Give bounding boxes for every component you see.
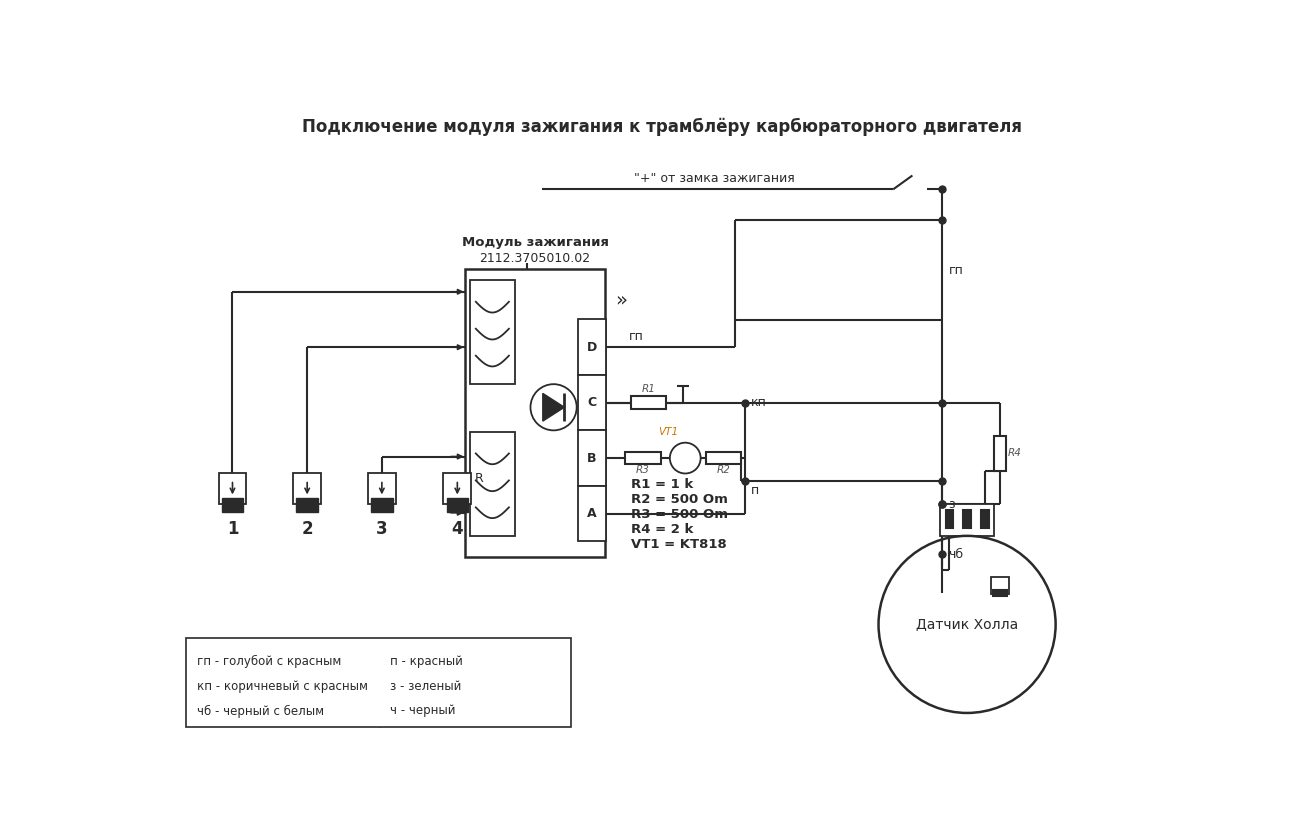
Bar: [941, 503, 994, 536]
Bar: [981, 510, 988, 528]
Text: C: C: [588, 396, 597, 409]
Bar: [625, 452, 660, 465]
Text: R1 = 1 k
R2 = 500 Om
R3 = 500 Om
R4 = 2 k
VT1 = KT818: R1 = 1 k R2 = 500 Om R3 = 500 Om R4 = 2 …: [630, 478, 727, 551]
Text: п - красный: п - красный: [390, 655, 463, 668]
Text: Модуль зажигания: Модуль зажигания: [461, 236, 609, 249]
Bar: [470, 432, 516, 536]
Bar: [368, 473, 395, 503]
Text: »: »: [615, 291, 627, 310]
Text: R4: R4: [1008, 449, 1022, 459]
Bar: [991, 577, 1009, 595]
Text: чб: чб: [948, 548, 964, 561]
Text: чб - черный с белым: чб - черный с белым: [198, 705, 324, 717]
Bar: [994, 436, 1006, 471]
Text: R2: R2: [717, 465, 731, 475]
Text: B: B: [588, 452, 597, 465]
Text: R3: R3: [636, 465, 650, 475]
Text: "+" от замка зажигания: "+" от замка зажигания: [634, 172, 795, 186]
Bar: [946, 510, 953, 528]
Bar: [579, 319, 606, 375]
Text: VT1: VT1: [658, 427, 678, 437]
Text: 2: 2: [301, 521, 313, 538]
Bar: [705, 452, 742, 465]
Bar: [630, 396, 665, 409]
Text: Датчик Холла: Датчик Холла: [916, 617, 1018, 632]
Bar: [296, 498, 318, 512]
Text: ч - черный: ч - черный: [390, 705, 455, 717]
Text: гп: гп: [629, 329, 643, 343]
Bar: [371, 498, 393, 512]
Bar: [964, 510, 970, 528]
Bar: [579, 375, 606, 430]
Text: 3: 3: [376, 521, 388, 538]
Bar: [443, 473, 472, 503]
Polygon shape: [543, 393, 565, 421]
Text: 4: 4: [451, 521, 463, 538]
Text: R1: R1: [641, 384, 655, 394]
Bar: [186, 638, 571, 727]
Text: кп: кп: [751, 396, 766, 409]
Text: гп - голубой с красным: гп - голубой с красным: [198, 655, 341, 669]
Text: гп: гп: [948, 264, 964, 276]
Bar: [218, 473, 247, 503]
Text: 1: 1: [226, 521, 238, 538]
Bar: [579, 486, 606, 541]
Bar: [579, 430, 606, 486]
Text: з - зеленый: з - зеленый: [390, 680, 461, 693]
Text: R: R: [474, 471, 483, 485]
Bar: [447, 498, 468, 512]
Text: Подключение модуля зажигания к трамблёру карбюраторного двигателя: Подключение модуля зажигания к трамблёру…: [302, 118, 1022, 136]
Bar: [293, 473, 320, 503]
Bar: [994, 590, 1006, 596]
Text: кп - коричневый с красным: кп - коричневый с красным: [198, 680, 368, 693]
Bar: [470, 281, 516, 384]
Text: D: D: [587, 341, 597, 354]
Text: A: A: [588, 507, 597, 520]
Bar: [222, 498, 243, 512]
Text: 2112.3705010.02: 2112.3705010.02: [479, 252, 590, 265]
Text: з: з: [948, 498, 955, 511]
Bar: [465, 269, 605, 557]
Text: п: п: [751, 484, 758, 497]
